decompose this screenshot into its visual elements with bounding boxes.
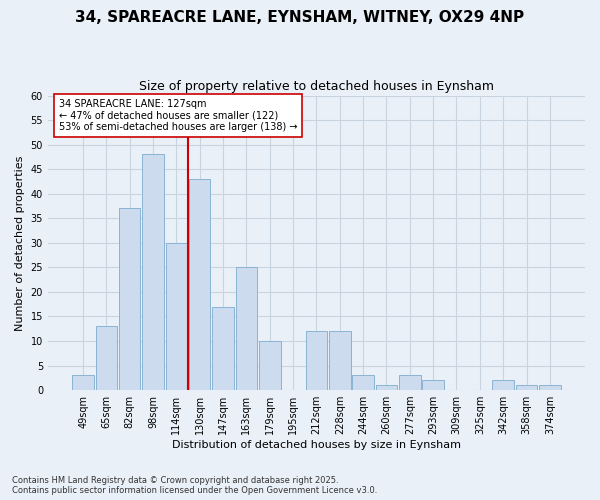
X-axis label: Distribution of detached houses by size in Eynsham: Distribution of detached houses by size … — [172, 440, 461, 450]
Bar — [539, 385, 560, 390]
Bar — [306, 331, 327, 390]
Bar — [166, 243, 187, 390]
Title: Size of property relative to detached houses in Eynsham: Size of property relative to detached ho… — [139, 80, 494, 93]
Bar — [329, 331, 350, 390]
Bar — [259, 341, 281, 390]
Bar — [493, 380, 514, 390]
Bar — [142, 154, 164, 390]
Text: Contains HM Land Registry data © Crown copyright and database right 2025.
Contai: Contains HM Land Registry data © Crown c… — [12, 476, 377, 495]
Bar — [73, 376, 94, 390]
Bar — [422, 380, 444, 390]
Bar — [189, 179, 211, 390]
Bar — [399, 376, 421, 390]
Bar — [119, 208, 140, 390]
Text: 34, SPAREACRE LANE, EYNSHAM, WITNEY, OX29 4NP: 34, SPAREACRE LANE, EYNSHAM, WITNEY, OX2… — [76, 10, 524, 25]
Y-axis label: Number of detached properties: Number of detached properties — [15, 155, 25, 330]
Bar — [352, 376, 374, 390]
Bar — [212, 306, 234, 390]
Bar — [376, 385, 397, 390]
Bar — [516, 385, 537, 390]
Text: 34 SPAREACRE LANE: 127sqm
← 47% of detached houses are smaller (122)
53% of semi: 34 SPAREACRE LANE: 127sqm ← 47% of detac… — [59, 98, 297, 132]
Bar — [95, 326, 117, 390]
Bar — [236, 268, 257, 390]
